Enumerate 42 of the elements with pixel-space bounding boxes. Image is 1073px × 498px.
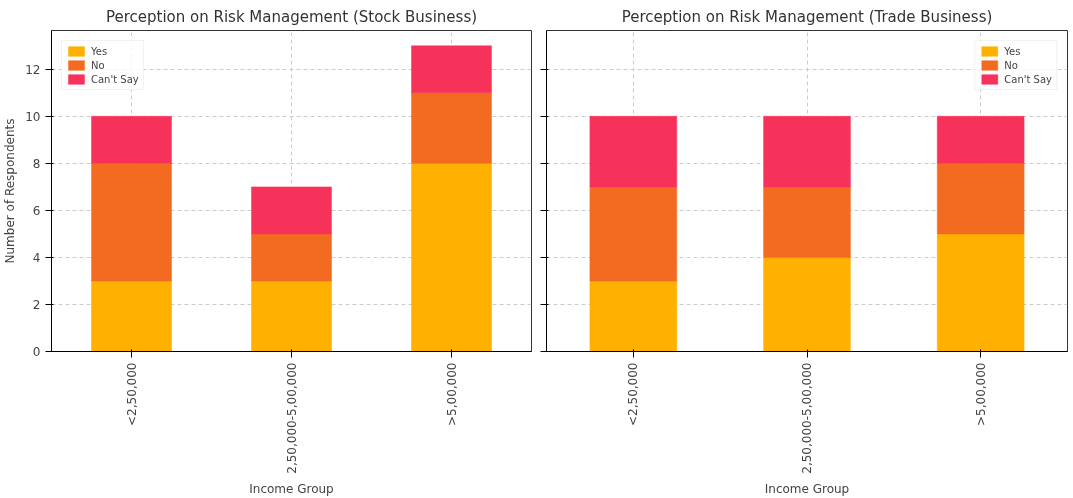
chart-title: Perception on Risk Management (Stock Business) [105, 7, 478, 26]
x-axis-title: Income Group [249, 481, 334, 496]
bar [937, 116, 1025, 164]
x-tick-label: 2,50,000-5,00,000 [284, 362, 299, 474]
bar [589, 116, 677, 188]
x-tick-label: >5,00,000 [973, 362, 988, 426]
y-tick-label: 6 [32, 203, 41, 218]
bar [251, 186, 332, 235]
bar [937, 233, 1025, 352]
legend-label: Yes [1004, 45, 1022, 57]
chart-title: Perception on Risk Management (Trade Business) [621, 7, 993, 26]
x-tick-label: >5,00,000 [444, 362, 459, 426]
bar [763, 116, 851, 188]
y-tick-label: 2 [32, 297, 41, 312]
y-tick-label: 10 [25, 109, 41, 124]
legend-label: No [1004, 59, 1019, 71]
x-tick-label: <2,50,000 [626, 362, 641, 426]
legend-label: Can't Say [1004, 73, 1052, 85]
bar [763, 186, 851, 258]
legend-label: No [91, 59, 106, 71]
bar [937, 163, 1025, 235]
x-axis-title: Income Group [764, 481, 850, 496]
bar [251, 280, 332, 352]
x-tick-label: <2,50,000 [124, 362, 139, 426]
bar [91, 116, 172, 164]
bar [411, 163, 492, 352]
bar [411, 45, 492, 94]
y-tick-label: 0 [32, 345, 41, 359]
y-tick-label: 12 [25, 62, 41, 77]
bar [589, 186, 677, 282]
bar [251, 233, 332, 282]
y-axis-title: Number of Respondents [3, 118, 18, 264]
bar [91, 280, 172, 352]
x-tick-label: 2,50,000-5,00,000 [800, 362, 814, 474]
bar [763, 257, 851, 352]
legend-label: Can't Say [91, 73, 139, 85]
y-tick-label: 4 [32, 250, 41, 265]
bar [589, 280, 677, 352]
y-tick-label: 8 [32, 156, 41, 171]
bar [411, 92, 492, 164]
bar [91, 163, 172, 282]
legend-label: Yes [91, 45, 109, 57]
